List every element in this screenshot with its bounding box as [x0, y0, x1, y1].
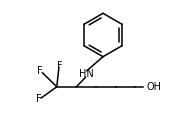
- Text: OH: OH: [146, 82, 161, 92]
- Text: F: F: [37, 66, 43, 76]
- Text: HN: HN: [79, 69, 94, 79]
- Text: F: F: [36, 94, 41, 104]
- Text: F: F: [57, 61, 62, 71]
